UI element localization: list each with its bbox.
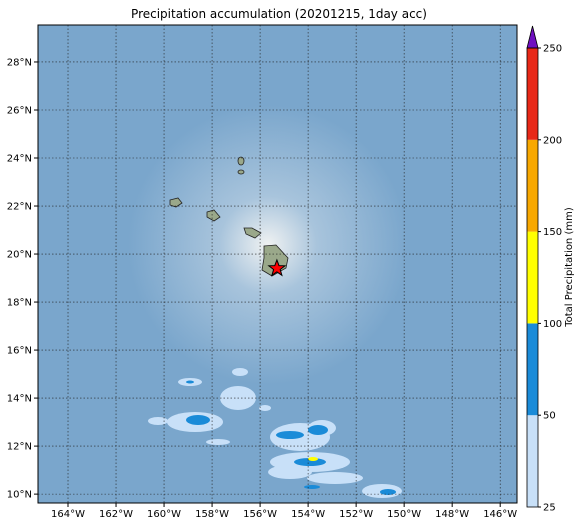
y-tick-label: 18°N [7, 298, 32, 309]
x-tick-label: 164°W [51, 509, 85, 520]
x-tick-label: 158°W [195, 509, 229, 520]
colorbar-segment [527, 323, 538, 416]
map-title: Precipitation accumulation (20201215, 1d… [131, 7, 427, 21]
x-tick-label: 160°W [147, 509, 181, 520]
x-tick-label: 146°W [483, 509, 517, 520]
grid [38, 25, 517, 503]
y-tick-label: 20°N [7, 250, 32, 261]
y-tick-label: 12°N [7, 442, 32, 453]
y-tick-label: 22°N [7, 202, 32, 213]
colorbar-tick-label: 250 [543, 44, 562, 55]
map-area [38, 25, 517, 503]
colorbar-extend [526, 25, 539, 49]
colorbar-tick-label: 100 [543, 319, 562, 330]
x-tick-label: 148°W [435, 509, 469, 520]
x-tick-label: 156°W [243, 509, 277, 520]
y-tick-label: 14°N [7, 394, 32, 405]
precip-heavy [308, 457, 318, 461]
y-tick-label: 28°N [7, 57, 32, 68]
map-frame [37, 24, 518, 504]
axes: 164°W 162°W 160°W 158°W 156°W 154°W 152°W 150°W… [7, 57, 518, 520]
y-tick-label: 16°N [7, 346, 32, 357]
colorbar-tick-label: 200 [543, 135, 562, 146]
colorbar-segment [527, 231, 538, 324]
colorbar-tick-label: 50 [543, 411, 556, 422]
x-tick-label: 162°W [99, 509, 133, 520]
colorbar-tick-label: 25 [543, 503, 556, 514]
colorbar-frame [526, 47, 539, 508]
precip-medium [186, 380, 396, 495]
colorbar-label: Total Precipitation (mm) [564, 207, 575, 328]
y-tick-label: 10°N [7, 490, 32, 501]
y-tick-label: 24°N [7, 154, 32, 165]
x-tick-label: 150°W [387, 509, 421, 520]
colorbar-segment [527, 139, 538, 232]
x-tick-label: 152°W [339, 509, 373, 520]
colorbar-tick-label: 150 [543, 227, 562, 238]
colorbar: 25 50 100 150 200 250 [526, 25, 562, 514]
x-tick-label: 154°W [291, 509, 325, 520]
y-tick-label: 26°N [7, 105, 32, 116]
colorbar-segment [527, 48, 538, 140]
location-star [267, 258, 287, 277]
colorbar-segment [527, 415, 538, 507]
